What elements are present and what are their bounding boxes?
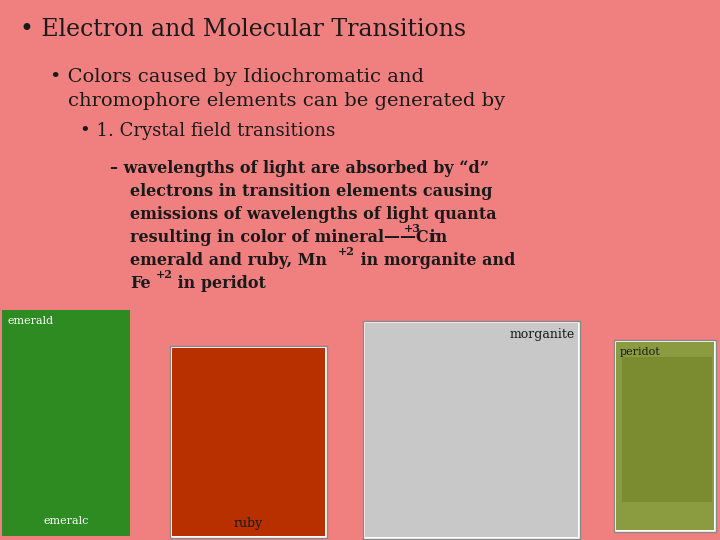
- Text: emeralc: emeralc: [43, 516, 89, 526]
- Text: in morganite and: in morganite and: [355, 252, 516, 269]
- Text: emerald and ruby, Mn: emerald and ruby, Mn: [130, 252, 327, 269]
- Bar: [614, 340, 716, 532]
- Text: +3: +3: [404, 223, 421, 234]
- Text: emerald: emerald: [8, 316, 54, 326]
- Bar: [172, 348, 325, 536]
- Text: • Colors caused by Idiochromatic and: • Colors caused by Idiochromatic and: [50, 68, 424, 86]
- Text: Fe: Fe: [130, 275, 150, 292]
- Text: – wavelengths of light are absorbed by “d”: – wavelengths of light are absorbed by “…: [110, 160, 489, 177]
- Text: • 1. Crystal field transitions: • 1. Crystal field transitions: [80, 122, 336, 140]
- Bar: [616, 342, 714, 530]
- Text: +2: +2: [156, 269, 173, 280]
- Text: morganite: morganite: [510, 328, 575, 341]
- Text: emissions of wavelengths of light quanta: emissions of wavelengths of light quanta: [130, 206, 497, 223]
- Bar: [2, 310, 130, 536]
- Text: electrons in transition elements causing: electrons in transition elements causing: [130, 183, 492, 200]
- Text: in: in: [424, 229, 447, 246]
- Text: • Electron and Molecular Transitions: • Electron and Molecular Transitions: [20, 18, 466, 41]
- Text: ruby: ruby: [233, 517, 263, 530]
- Bar: [170, 346, 327, 538]
- Bar: [365, 323, 578, 537]
- Bar: [622, 357, 712, 502]
- Text: +2: +2: [338, 246, 355, 257]
- Text: chromophore elements can be generated by: chromophore elements can be generated by: [68, 92, 505, 110]
- Text: resulting in color of mineral——Cr: resulting in color of mineral——Cr: [130, 229, 437, 246]
- Text: peridot: peridot: [620, 347, 661, 357]
- Bar: [363, 321, 580, 539]
- Text: in peridot: in peridot: [172, 275, 266, 292]
